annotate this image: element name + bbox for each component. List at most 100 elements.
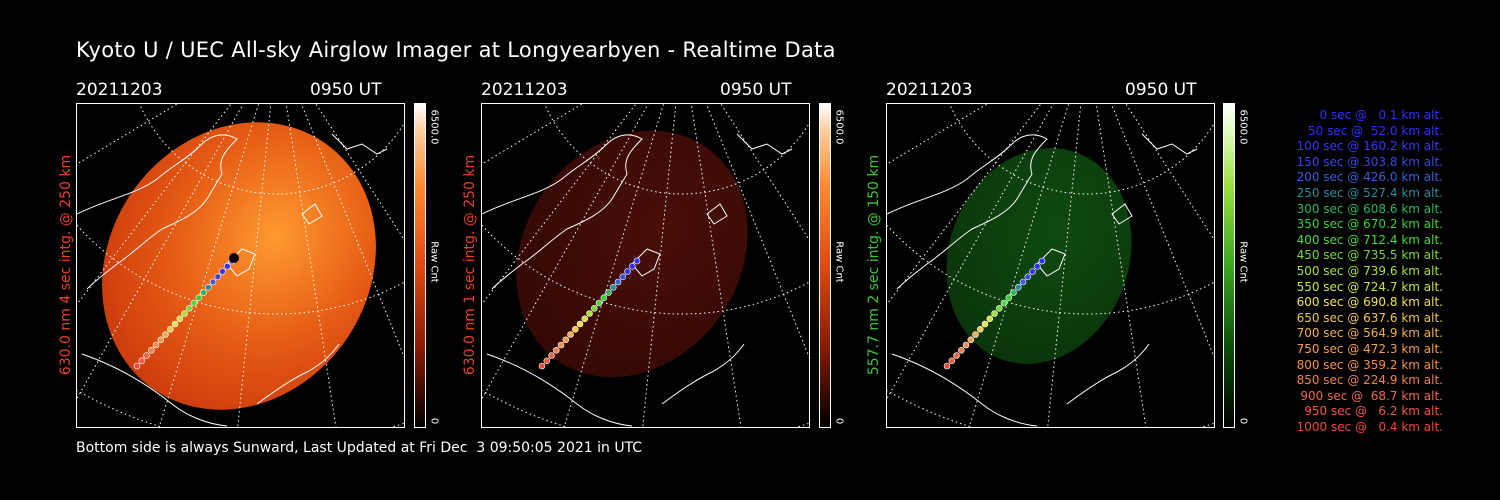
panel-3-wavelength-label: 557.7 nm 2 sec intg. @ 150 km [866,154,882,376]
trajectory-point [1034,263,1041,270]
trajectory-point [948,357,956,365]
footer-note: Bottom side is always Sunward, Last Upda… [76,440,643,456]
trajectory-point [591,305,598,312]
graticule [482,104,809,427]
trajectory-point [1029,268,1036,275]
legend-entry: 200 sec @ 426.0 km alt. [1296,170,1443,185]
panel-3-map [887,104,1214,427]
trajectory-point [148,347,155,354]
trajectory-point [214,273,222,281]
trajectory-point [557,341,565,349]
trajectory-point [996,305,1003,312]
airglow-field [102,122,376,410]
trajectory-point [1005,294,1013,302]
trajectory-point [543,357,551,365]
page-title: Kyoto U / UEC All-sky Airglow Imager at … [76,38,836,62]
panel-1-map [77,104,404,427]
trajectory-point [986,315,994,323]
station-marker [229,253,239,263]
panel-3-colorbar-max: 6500.0 [1237,109,1249,145]
graticule [887,104,1214,427]
legend-entry: 750 sec @ 472.3 km alt. [1296,341,1443,356]
trajectory-point [133,362,141,370]
trajectory-point [162,331,169,338]
legend-entry: 900 sec @ 68.7 km alt. [1300,388,1443,403]
legend-entry: 100 sec @ 160.2 km alt. [1296,139,1443,154]
panel-3-allsky-image [886,103,1215,428]
trajectory-point [553,347,560,354]
trajectory-point [581,315,589,323]
panel-1-allsky-image [76,103,405,428]
panel-2-time: 0950 UT [720,80,792,100]
trajectory-point [567,331,574,338]
trajectory-point [624,268,631,275]
trajectory-point [943,362,951,370]
panel-2-wavelength-label: 630.0 nm 1 sec intg. @ 250 km [462,154,478,376]
legend-entry: 450 sec @ 735.5 km alt. [1296,248,1443,263]
panel-2-colorbar [819,103,831,428]
legend-entry: 950 sec @ 6.2 km alt. [1304,404,1443,419]
trajectory-point [610,284,617,291]
legend-entry: 150 sec @ 303.8 km alt. [1296,154,1443,169]
trajectory-point [181,310,188,317]
trajectory-point [205,284,212,291]
trajectory-point [157,336,165,344]
trajectory-point [962,341,970,349]
panel-1-date: 20211203 [76,80,163,100]
trajectory-point [1000,299,1008,307]
trajectory-legend: 0 sec @ 0.1 km alt. 50 sec @ 52.0 km alt.… [1297,108,1443,435]
trajectory-point [209,278,217,286]
trajectory-point [572,326,579,333]
trajectory-point [186,305,193,312]
legend-entry: 850 sec @ 224.9 km alt. [1296,373,1443,388]
legend-entry: 500 sec @ 739.6 km alt. [1296,263,1443,278]
panel-2-colorbar-unit: Raw Cnt [833,241,845,283]
panel-2-date: 20211203 [481,80,568,100]
trajectory-point [200,289,207,296]
trajectory-point [633,257,641,265]
trajectory-point [219,268,226,275]
trajectory-point [958,347,965,354]
panel-2-map [482,104,809,427]
airglow-field [516,130,748,378]
legend-entry: 350 sec @ 670.2 km alt. [1296,217,1443,232]
trajectory-point [167,326,174,333]
trajectory-point [1015,284,1022,291]
trajectory-point [629,263,636,270]
trajectory-point [171,320,179,328]
legend-entry: 50 sec @ 52.0 km alt. [1308,123,1443,138]
legend-entry: 700 sec @ 564.9 km alt. [1296,326,1443,341]
panel-3-colorbar-min: 0 [1237,417,1249,425]
legend-entry: 800 sec @ 359.2 km alt. [1296,357,1443,372]
trajectory-point [190,299,198,307]
legend-entry: 300 sec @ 608.6 km alt. [1296,201,1443,216]
airglow-field [946,148,1132,364]
panel-3-colorbar-unit: Raw Cnt [1237,241,1249,283]
trajectory-point [991,310,998,317]
trajectory-point [967,336,975,344]
trajectory-point [619,273,627,281]
panel-3-colorbar [1223,103,1235,428]
panel-3-time: 0950 UT [1125,80,1197,100]
trajectory-point [548,352,555,359]
graticule [77,104,404,427]
panel-1-colorbar-min: 0 [428,417,440,425]
trajectory-point [195,294,203,302]
legend-entry: 1000 sec @ 0.4 km alt. [1296,419,1443,434]
trajectory-point [600,294,608,302]
panel-3-date: 20211203 [886,80,973,100]
trajectory-point [1010,289,1017,296]
panel-1-colorbar [414,103,426,428]
trajectory-point [1019,278,1027,286]
panel-1-colorbar-unit: Raw Cnt [428,241,440,283]
trajectory-point [538,362,546,370]
trajectory-point [981,320,989,328]
panel-2-allsky-image [481,103,810,428]
coastline [482,133,793,427]
trajectory-point [605,289,612,296]
legend-entry: 600 sec @ 690.8 km alt. [1296,295,1443,310]
trajectory-point [953,352,960,359]
trajectory-point [562,336,570,344]
trajectory-point [586,310,593,317]
trajectory-point [176,315,184,323]
